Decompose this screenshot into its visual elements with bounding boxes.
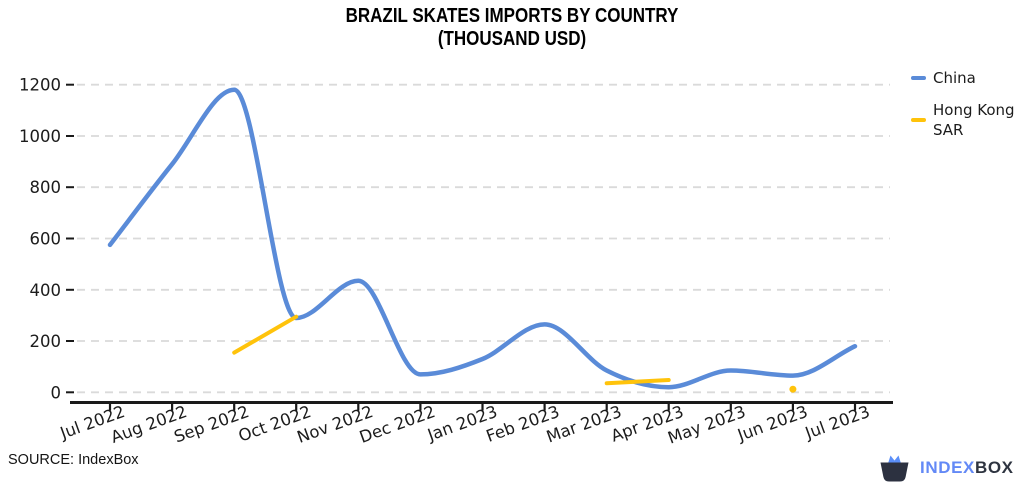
x-tick-label: Jul 2023 (802, 402, 873, 443)
y-tick-label: 400 (30, 281, 62, 300)
y-tick-label: 1000 (19, 127, 61, 146)
series-line-hong-kong-sar (232, 314, 299, 355)
y-tick-label: 1200 (19, 76, 61, 95)
logo-wordmark: INDEXBOX (920, 458, 1014, 478)
x-tick-label-group: Jul 2023 (802, 402, 873, 443)
y-tick-label: 200 (30, 332, 62, 351)
source-attribution: SOURCE: IndexBox (8, 452, 139, 468)
legend-swatch-china (911, 76, 926, 80)
series-line-china (107, 87, 858, 390)
x-tick-label-group: Jun 2023 (734, 402, 810, 445)
chart-title-line2: (THOUSAND USD) (437, 28, 587, 50)
legend-item-hong-kong-sar: Hong Kong SAR (911, 100, 1021, 140)
y-tick-label: 800 (30, 178, 62, 197)
y-tick-label: 0 (51, 383, 62, 402)
legend-label-china: China (933, 69, 976, 87)
x-tick-label: Jun 2023 (734, 402, 810, 445)
logo-text-box: BOX (974, 457, 1014, 477)
chart-legend: China Hong Kong SAR (911, 68, 1021, 152)
legend-item-china: China (911, 68, 1021, 88)
legend-swatch-hong-kong-sar (911, 118, 926, 122)
series-line-hong-kong-sar (604, 378, 671, 386)
y-tick-label: 600 (30, 230, 62, 249)
series-point-hong-kong-sar (789, 385, 797, 393)
logo-text-index: INDEX (920, 457, 975, 477)
indexbox-logo: INDEXBOX (879, 453, 1014, 482)
indexbox-basket-icon (880, 455, 909, 482)
chart-title-line1: BRAZIL SKATES IMPORTS BY COUNTRY (345, 5, 679, 27)
legend-label-hong-kong-sar: Hong Kong SAR (933, 101, 1015, 139)
chart-title: BRAZIL SKATES IMPORTS BY COUNTRY (THOUSA… (77, 5, 947, 51)
